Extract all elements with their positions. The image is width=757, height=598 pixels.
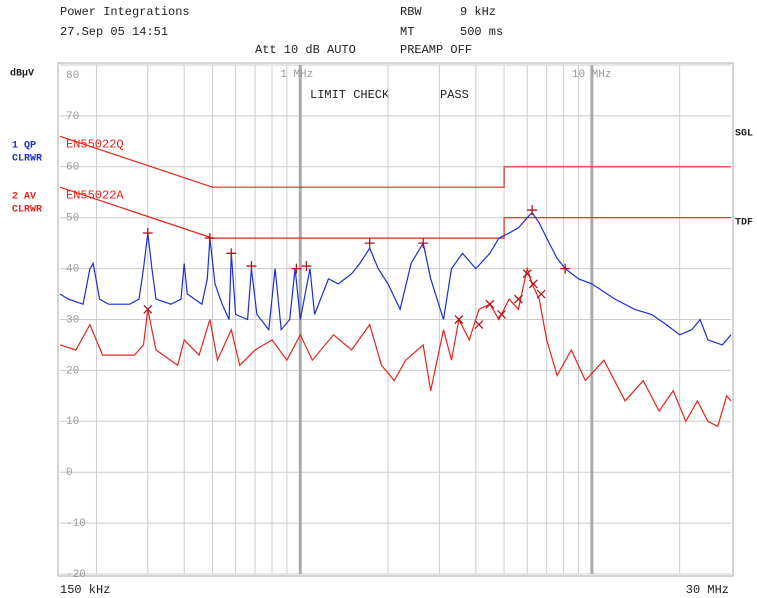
y-tick-label: 0 [66, 467, 73, 479]
y-tick-label: 70 [66, 111, 79, 123]
right-label: TDF [735, 218, 753, 229]
x-start-label: 150 kHz [60, 583, 110, 597]
peak-marker [528, 279, 538, 289]
peak-marker [522, 269, 532, 279]
trace-mode: CLRWR [12, 205, 42, 216]
peak-marker [536, 289, 546, 299]
y-tick-label: 40 [66, 264, 79, 276]
peak-marker [226, 248, 237, 259]
x-end-label: 30 MHz [686, 583, 729, 597]
y-tick-label: -10 [66, 518, 86, 530]
peak-marker [454, 315, 464, 324]
mt: 500 ms [460, 25, 503, 39]
limit-line [59, 186, 731, 239]
limit-result: PASS [440, 88, 469, 102]
trace [59, 211, 732, 346]
limit-check: LIMIT CHECK [310, 88, 390, 102]
peak-marker [513, 294, 523, 304]
y-tick-label: 30 [66, 314, 79, 326]
peak-marker [560, 263, 571, 274]
right-label: SGL [735, 129, 753, 140]
rbw-label: RBW [400, 5, 422, 19]
peak-marker [301, 261, 312, 272]
y-tick-label: -20 [66, 569, 86, 581]
peak-marker [143, 304, 153, 314]
peak-marker [527, 205, 538, 216]
peak-marker [418, 238, 429, 249]
peak-marker [364, 238, 375, 249]
x-tick-label: 10 MHz [572, 69, 612, 81]
company: Power Integrations [60, 5, 190, 19]
peak-marker [291, 263, 302, 274]
frame [57, 62, 734, 577]
att: Att 10 dB AUTO [255, 43, 356, 57]
trace-label: 2 AV [12, 192, 36, 203]
limit-label: EN55022Q [66, 137, 124, 151]
y-tick-label: 60 [66, 162, 79, 174]
peak-marker [474, 320, 484, 330]
peak-marker [142, 227, 153, 238]
y-label: dBµV [10, 68, 34, 80]
limit-label: EN55022A [66, 188, 124, 202]
rbw: 9 kHz [460, 5, 496, 19]
x-tick-label: 1 MHz [280, 69, 313, 81]
date: 27.Sep 05 14:51 [60, 25, 168, 39]
peak-marker [485, 299, 495, 309]
y-tick-label: 20 [66, 365, 79, 377]
mt-label: MT [400, 25, 414, 39]
peak-marker [497, 309, 506, 319]
preamp: PREAMP OFF [400, 43, 472, 57]
peak-marker [204, 233, 215, 244]
y-tick-label: 10 [66, 416, 79, 428]
trace-mode: CLRWR [12, 154, 42, 165]
peak-marker [246, 261, 257, 272]
limit-line [59, 135, 731, 188]
trace-label: 1 QP [12, 141, 36, 152]
trace [59, 266, 732, 428]
y-tick-label: 80 [66, 70, 79, 82]
y-tick-label: 50 [66, 213, 79, 225]
